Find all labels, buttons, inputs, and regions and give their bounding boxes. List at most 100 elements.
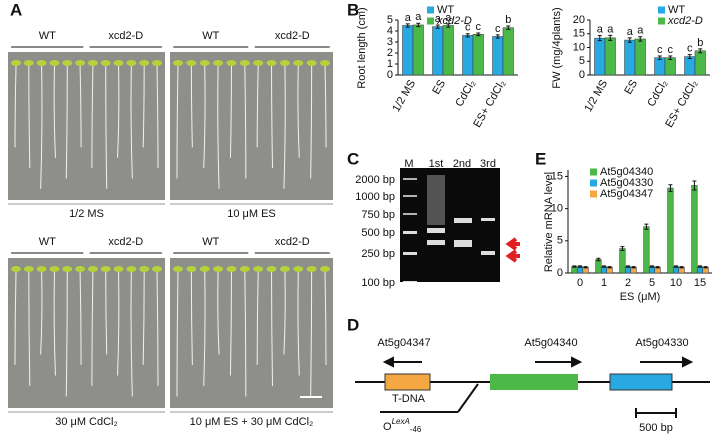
seedling-root (14, 271, 17, 366)
significance-letter: a (607, 23, 614, 35)
error-bar (638, 36, 643, 42)
ladder-label: 500 bp (361, 227, 395, 239)
error-bar (446, 23, 451, 28)
gene-box (609, 373, 673, 391)
error-bar (644, 223, 649, 230)
y-tick-label: 15 (573, 28, 585, 40)
seedling-shoot (173, 60, 183, 66)
y-tick-label: 10 (551, 203, 563, 215)
plant-photo (8, 52, 165, 200)
significance-letter: a (445, 12, 452, 24)
seedling-shoot (126, 60, 137, 66)
seedling-shoot (186, 266, 197, 272)
error-bar (687, 54, 692, 59)
legend-label: WT (668, 4, 685, 16)
genotype-label: xcd2-D (108, 30, 143, 42)
y-tick-label: 0 (579, 69, 585, 81)
legend-swatch (427, 6, 434, 14)
seedling-root (229, 65, 232, 158)
bar (402, 25, 414, 76)
error-bar (703, 266, 708, 269)
panel-label: D (347, 315, 359, 334)
seedling-shoot (266, 60, 277, 66)
gene-label: At5g04330 (635, 337, 688, 349)
seedling-root (324, 65, 327, 148)
genotype-label: xcd2-D (108, 236, 143, 248)
seedling-shoot (126, 266, 137, 272)
y-tick-label: 5 (557, 235, 563, 247)
error-bar (657, 55, 662, 60)
bar (502, 27, 514, 76)
genotype-label: WT (202, 236, 219, 248)
legend-label: At5g04330 (600, 177, 653, 189)
condition-label: 10 μM ES + 30 μM CdCl₂ (190, 416, 314, 428)
scale-label: 500 bp (639, 422, 673, 434)
seedling-shoot (100, 266, 111, 272)
y-tick-label: 0 (387, 69, 393, 81)
seedling-root (244, 271, 247, 397)
seedling-root (271, 65, 274, 169)
y-tick-label: 10 (573, 41, 585, 53)
seedling-root (217, 65, 220, 189)
legend-swatch (658, 17, 665, 25)
legend-label: xcd2-D (667, 15, 703, 27)
bar (442, 25, 454, 76)
seedling-root (53, 271, 56, 376)
seedling-shoot (199, 60, 210, 66)
bar (634, 38, 646, 76)
seedling-shoot (23, 60, 34, 66)
seedling-root (117, 65, 120, 158)
gene-arrows (380, 356, 694, 418)
seedling-shoot (239, 266, 250, 272)
error-bar (435, 24, 440, 29)
error-bar (631, 266, 636, 269)
seedling-shoot (239, 60, 250, 66)
seedling-root (271, 271, 274, 387)
bar (691, 185, 698, 274)
seedling-shoot (279, 60, 290, 66)
seedling-shoot (113, 266, 124, 272)
ladder-label: 100 bp (361, 277, 395, 289)
x-tick-label: CdCl₂ (645, 78, 670, 109)
bar (472, 34, 484, 76)
seedling-shoot (213, 60, 224, 66)
bar (619, 248, 626, 274)
seedling-shoot (266, 266, 277, 272)
legend-swatch (590, 190, 597, 198)
seedling-root (203, 271, 206, 387)
bar (432, 26, 444, 76)
seedling-root (142, 271, 145, 366)
seedling-shoot (226, 60, 237, 66)
bar (412, 24, 424, 76)
seedling-shoot (152, 60, 162, 66)
condition-label: 30 μM CdCl₂ (55, 416, 118, 428)
significance-letter: c (476, 21, 482, 33)
seedling-shoot (36, 266, 47, 272)
panel-label: B (347, 0, 359, 19)
seedling-shoot (36, 60, 47, 66)
significance-letter: a (405, 12, 412, 24)
seedling-root (203, 65, 206, 169)
seedling-root (283, 271, 286, 355)
legend-swatch (658, 6, 665, 14)
seedling-root (244, 65, 247, 179)
x-tick-label: 1/2 MS (582, 78, 610, 114)
bar (654, 57, 666, 76)
seedling-shoot (113, 60, 124, 66)
significance-letter: c (687, 43, 693, 55)
bar (604, 37, 616, 76)
seedling-shoot (87, 60, 98, 66)
bar (694, 50, 706, 76)
seedling-root (79, 65, 82, 148)
significance-letter: a (435, 13, 442, 25)
seedling-shoot (226, 266, 237, 272)
bar (595, 259, 602, 274)
seedling-root (130, 271, 133, 397)
error-bar (465, 33, 470, 38)
seedling-shoot (62, 60, 73, 66)
error-bar (668, 184, 673, 192)
seedling-root (190, 271, 193, 366)
y-tick-label: 20 (573, 14, 585, 26)
y-tick-label: 15 (551, 170, 563, 182)
